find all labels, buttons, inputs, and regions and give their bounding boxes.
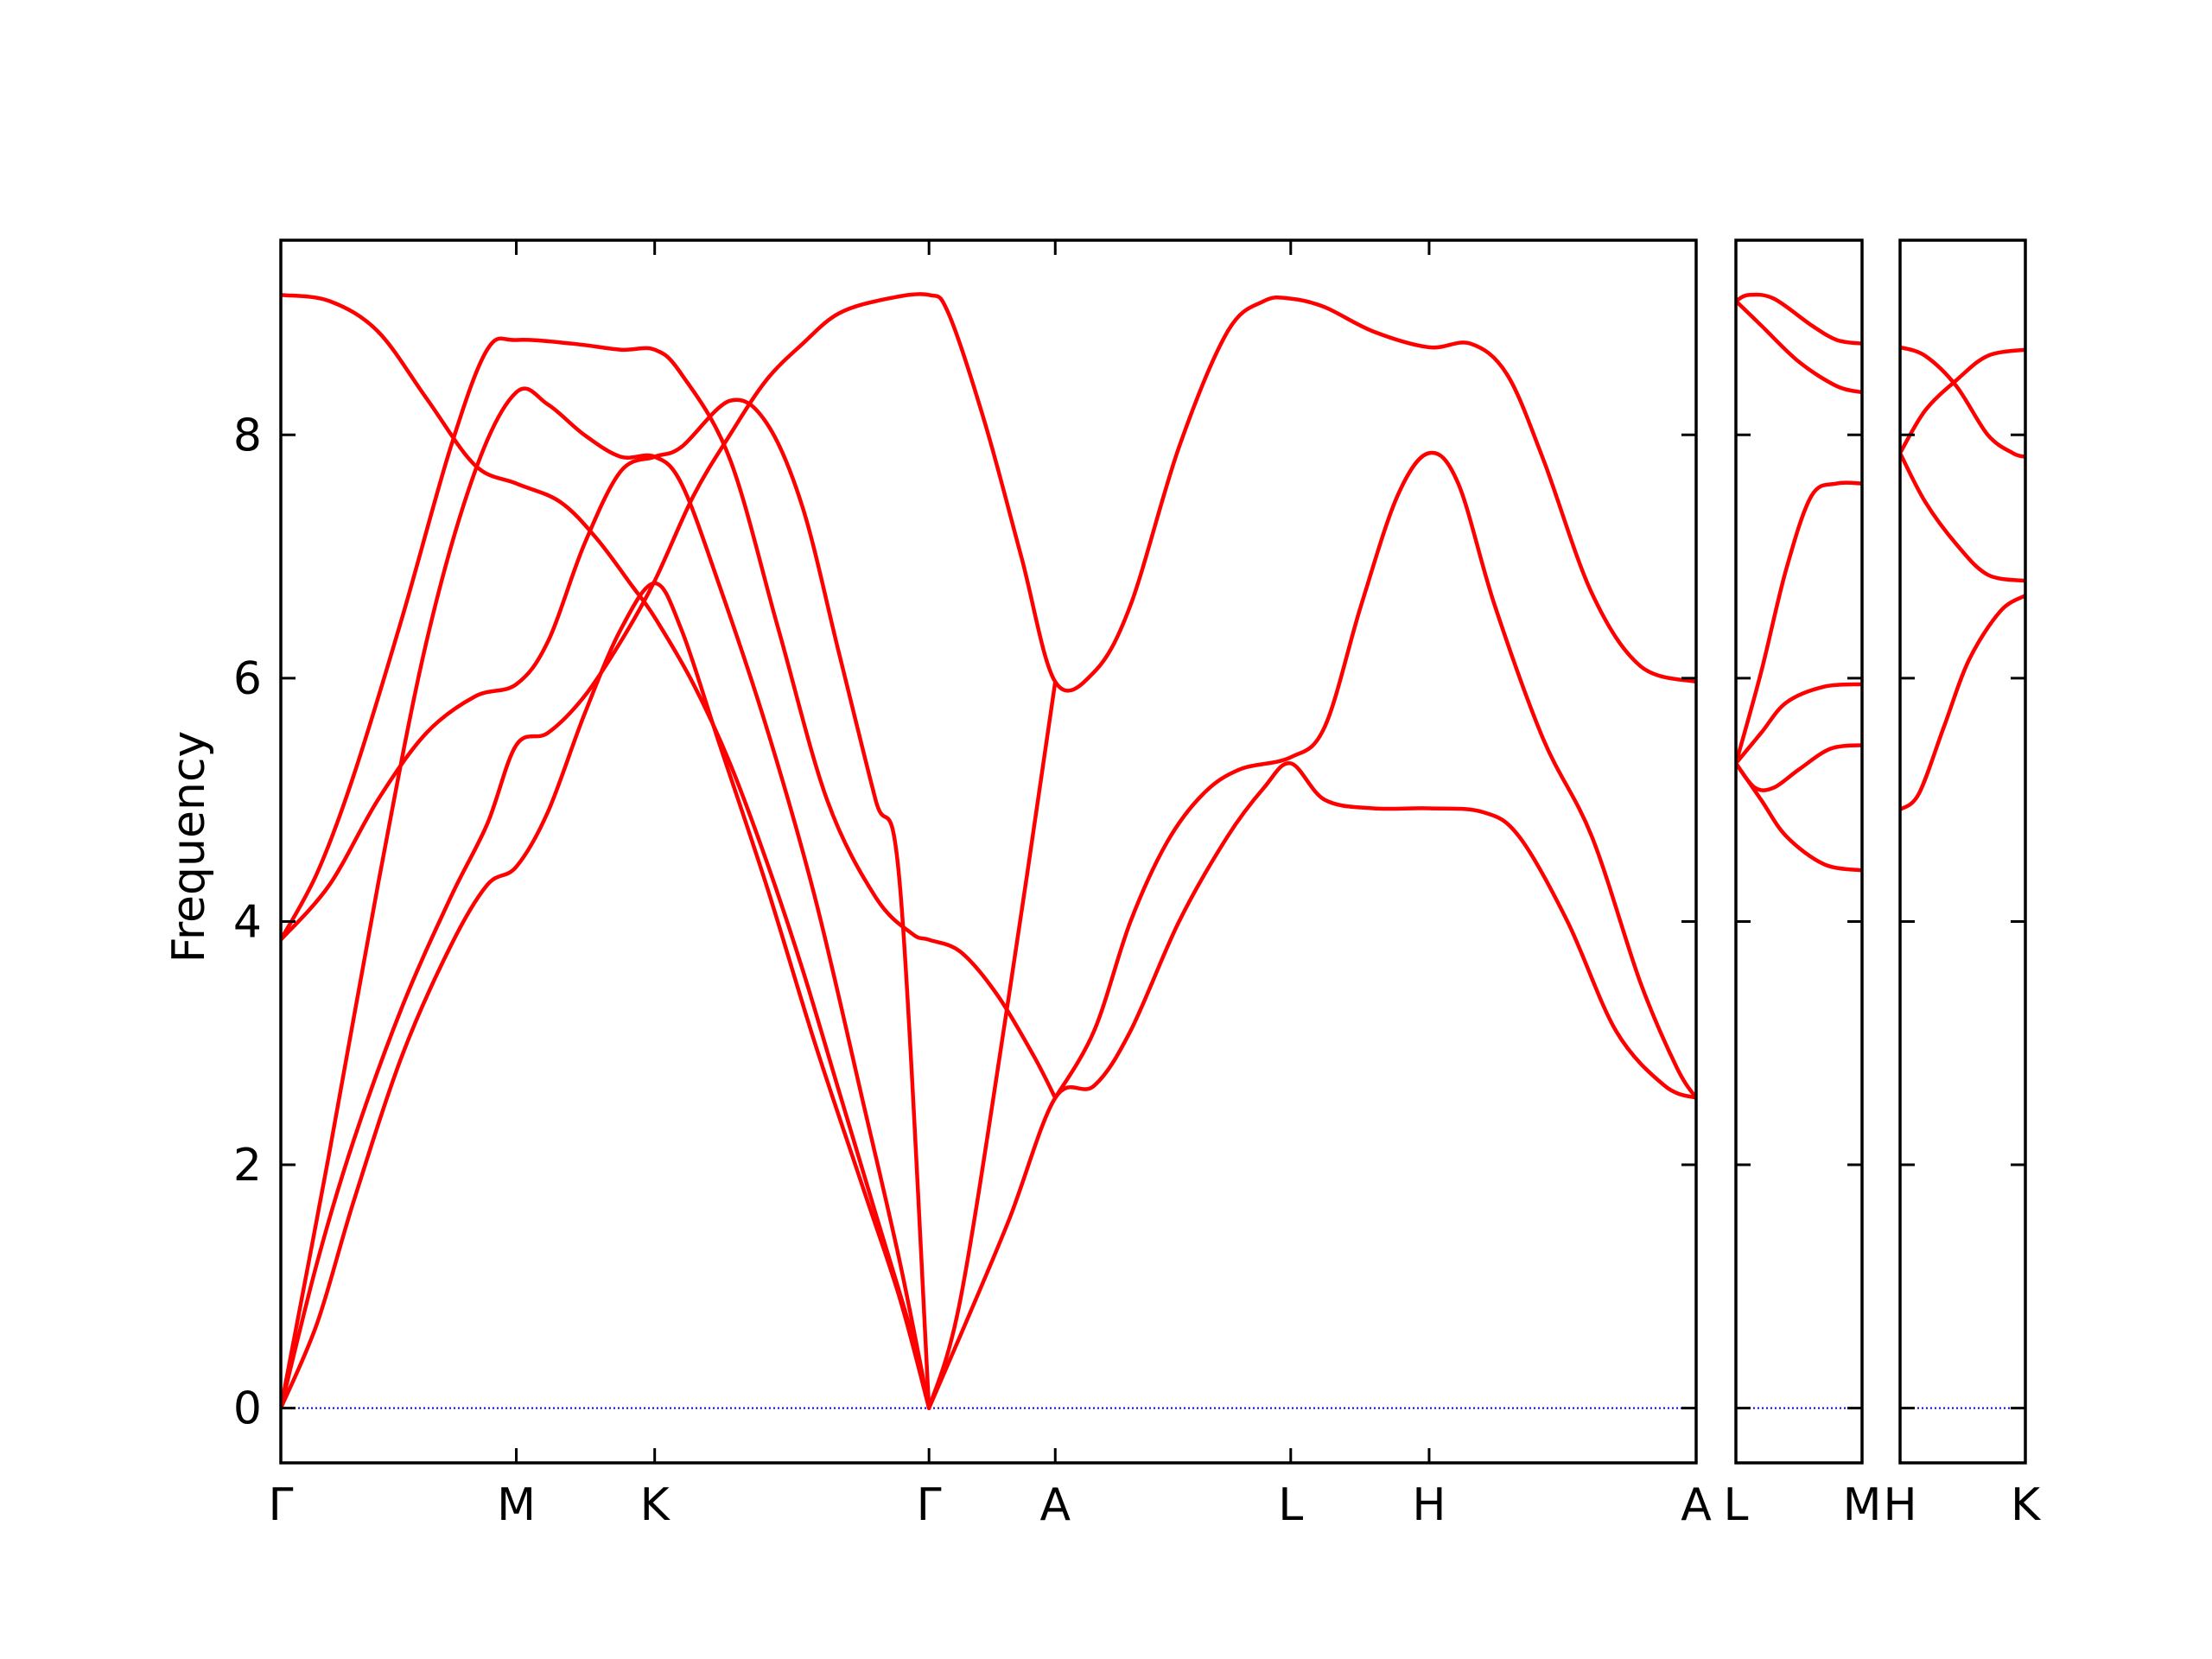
y-tick-label: 4 [233,896,262,948]
band-line-1 [281,293,931,1410]
x-tick-label: H [1883,1479,1916,1531]
main-panel-bands [281,292,1696,1410]
y-tick-label: 8 [233,410,262,461]
band-line-2 [1900,347,2025,455]
band-line-6 [1736,761,1862,873]
band-line-4 [1736,682,1862,766]
x-tick-label: H [1412,1479,1446,1531]
band-line-7 [926,761,1696,1410]
main-panel-frame [279,238,1698,1465]
band-line-3 [1736,480,1862,766]
x-tick-label: K [640,1479,671,1531]
band-line-4 [281,292,1696,1410]
band-line-1 [1736,292,1862,346]
y-tick-label: 0 [233,1383,262,1435]
x-tick-label: M [1843,1479,1882,1531]
band-line-6 [281,386,931,1410]
x-tick-label: A [1039,1479,1071,1531]
hk-panel-bands [1900,345,2025,812]
x-tick-label: Γ [269,1479,294,1531]
hk-panel-frame [1898,238,2027,1465]
x-tick-label: M [497,1479,536,1531]
band-line-9 [1053,450,1696,1100]
band-line-4 [1900,593,2025,812]
band-line-5 [281,581,931,1410]
y-tick-label: 2 [233,1140,262,1192]
band-line-5 [1736,743,1862,792]
lm-panel-frame [1734,238,1864,1465]
main-panel: Γ M K Γ A L H A 0 2 4 6 8 [233,238,1712,1531]
band-line-2 [1736,299,1862,395]
x-tick-label: L [1724,1479,1749,1531]
band-line-8 [926,679,1058,1410]
x-tick-label: L [1278,1479,1303,1531]
band-line-1 [1900,345,2025,459]
x-tick-label: K [2011,1479,2042,1531]
y-tick-label: 6 [233,653,262,705]
x-tick-label: Γ [917,1479,942,1531]
band-line-3 [1900,451,2025,583]
band-line-2 [281,336,1058,1100]
y-axis-label: Frequency [163,731,215,963]
x-tick-label: A [1681,1479,1712,1531]
band-line-3 [281,397,931,1410]
lm-panel-bands [1736,292,1862,873]
